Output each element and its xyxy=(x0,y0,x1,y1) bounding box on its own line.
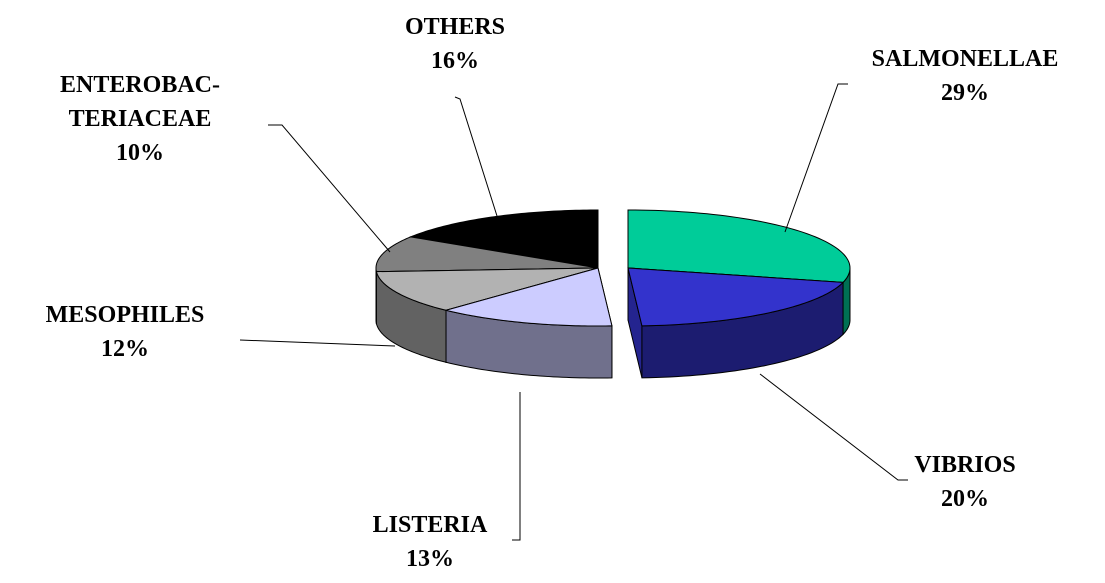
slice-top xyxy=(444,267,613,327)
slice-label: MESOPHILES 12% xyxy=(46,298,205,366)
category-label: VIBRIOS xyxy=(914,452,1016,478)
category-label: SALMONELLAE xyxy=(871,46,1059,72)
leader-line xyxy=(759,373,908,481)
slice-label: SALMONELLAE 29% xyxy=(872,42,1059,110)
slice-top xyxy=(627,267,845,327)
leader-line xyxy=(239,339,396,347)
category-label: OTHERS xyxy=(404,14,506,40)
category-label: ENTEROBAC- TERIACEAE xyxy=(59,72,221,132)
slice xyxy=(444,267,613,379)
slice-label: ENTEROBAC- TERIACEAE 10% xyxy=(60,68,220,170)
leader-line xyxy=(512,392,521,541)
slice-top xyxy=(627,209,851,283)
slice-label: VIBRIOS 20% xyxy=(914,448,1015,516)
value-label: 13% xyxy=(406,546,454,572)
value-label: 16% xyxy=(431,48,479,74)
value-label: 10% xyxy=(116,140,164,166)
value-label: 20% xyxy=(941,486,989,512)
slice-label: LISTERIA 13% xyxy=(373,508,488,576)
leader-line xyxy=(268,124,391,253)
category-label: MESOPHILES xyxy=(45,302,205,328)
slice-top xyxy=(408,209,599,269)
value-label: 12% xyxy=(101,336,149,362)
leader-line xyxy=(784,83,848,233)
value-label: 29% xyxy=(940,80,989,106)
leader-line xyxy=(454,96,498,217)
slice-top xyxy=(375,236,599,273)
slice-top xyxy=(375,267,599,311)
slice xyxy=(627,267,845,379)
category-label: LISTERIA xyxy=(372,512,488,538)
slice-label: OTHERS 16% xyxy=(405,10,505,78)
